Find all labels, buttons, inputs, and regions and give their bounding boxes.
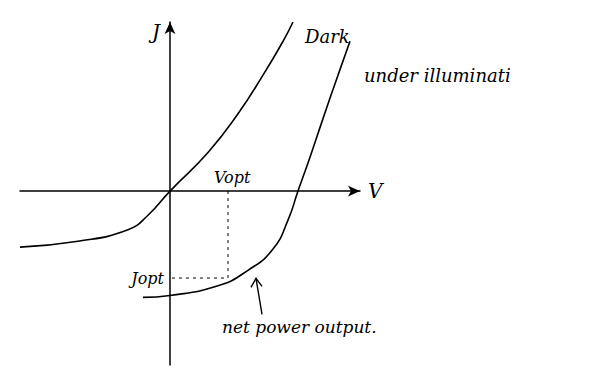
svg-text:net power output.: net power output. bbox=[222, 317, 377, 337]
svg-text:Dark: Dark bbox=[304, 26, 350, 47]
svg-text:under illuminati: under illuminati bbox=[364, 65, 511, 86]
svg-text:V: V bbox=[368, 179, 385, 203]
svg-text:J: J bbox=[148, 20, 161, 44]
svg-text:Jopt: Jopt bbox=[128, 269, 164, 288]
svg-text:Vopt: Vopt bbox=[214, 168, 251, 187]
